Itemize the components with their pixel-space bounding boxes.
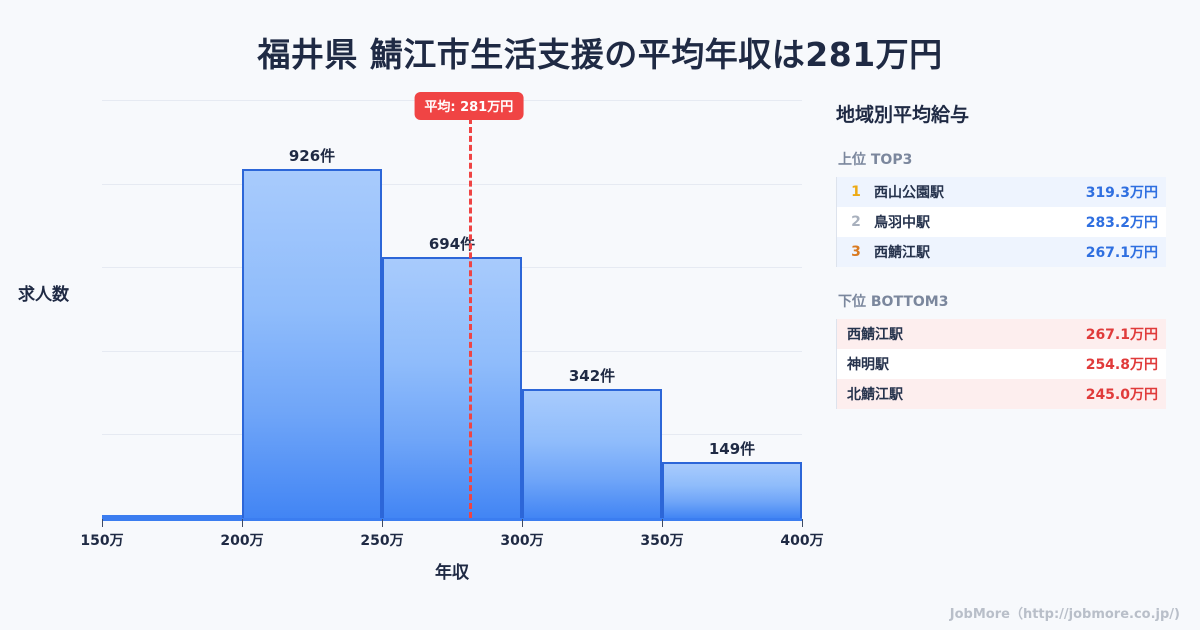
histogram-chart: 求人数 年収 926件 694件 342件 149件 150万 200万 250万 300万 3… bbox=[0, 90, 824, 590]
y-axis-title: 求人数 bbox=[18, 285, 69, 305]
bar-value-label: 342件 bbox=[568, 367, 616, 386]
x-axis-tick-label: 300万 bbox=[500, 533, 544, 549]
bottom3-section-label: 下位 BOTTOM3 bbox=[838, 294, 949, 310]
bar[interactable] bbox=[102, 515, 242, 518]
footer-attribution: JobMore（http://jobmore.co.jp/) bbox=[949, 607, 1180, 622]
x-axis-tick-label: 200万 bbox=[220, 533, 264, 549]
bar[interactable] bbox=[382, 256, 522, 518]
gridline bbox=[102, 183, 802, 185]
bottom3-row[interactable]: 西鯖江駅 267.1万円 bbox=[837, 319, 1166, 349]
salary-value: 283.2万円 bbox=[1085, 215, 1158, 231]
station-name: 西鯖江駅 bbox=[874, 245, 930, 261]
x-axis-tick-label: 400万 bbox=[780, 533, 824, 549]
station-name: 北鯖江駅 bbox=[847, 387, 903, 403]
average-line bbox=[468, 118, 472, 518]
x-axis-tick bbox=[522, 519, 523, 527]
x-axis-tick bbox=[382, 519, 383, 527]
x-axis-tick bbox=[242, 519, 243, 527]
bottom3-row[interactable]: 神明駅 254.8万円 bbox=[837, 349, 1166, 379]
rank-number: 2 bbox=[851, 214, 861, 230]
bar-value-label: 149件 bbox=[708, 439, 756, 458]
top3-row[interactable]: 1 西山公園駅 319.3万円 bbox=[837, 177, 1166, 207]
station-name: 西鯖江駅 bbox=[847, 327, 903, 343]
station-name: 神明駅 bbox=[847, 357, 889, 373]
bottom3-table: 西鯖江駅 267.1万円神明駅 254.8万円北鯖江駅 245.0万円 bbox=[836, 319, 1166, 409]
x-axis-tick bbox=[662, 519, 663, 527]
rank-number: 3 bbox=[851, 244, 861, 260]
bottom3-row[interactable]: 北鯖江駅 245.0万円 bbox=[837, 379, 1166, 409]
bar[interactable] bbox=[242, 169, 382, 518]
page-title: 福井県 鯖江市生活支援の平均年収は281万円 bbox=[257, 35, 943, 74]
bar[interactable] bbox=[662, 461, 802, 518]
region-salary-sidebar: 地域別平均給与 上位 TOP3 1 西山公園駅 319.3万円 2 鳥羽中駅 283.2万… bbox=[836, 100, 1166, 433]
salary-value: 267.1万円 bbox=[1085, 327, 1158, 343]
station-name: 西山公園駅 bbox=[874, 185, 944, 201]
average-badge: 平均: 281万円 bbox=[414, 92, 524, 120]
bar-value-label: 926件 bbox=[288, 147, 336, 166]
rank-number: 1 bbox=[851, 184, 861, 200]
x-axis-tick bbox=[802, 519, 803, 527]
x-axis-baseline bbox=[102, 518, 802, 521]
salary-value: 245.0万円 bbox=[1085, 387, 1158, 403]
station-name: 鳥羽中駅 bbox=[874, 215, 930, 231]
x-axis-title: 年収 bbox=[435, 563, 469, 583]
salary-value: 319.3万円 bbox=[1085, 185, 1158, 201]
top3-row[interactable]: 3 西鯖江駅 267.1万円 bbox=[837, 237, 1166, 267]
top3-table: 1 西山公園駅 319.3万円 2 鳥羽中駅 283.2万円 3 西鯖江駅 267.1万円 bbox=[836, 177, 1166, 267]
top3-section-label: 上位 TOP3 bbox=[838, 152, 913, 168]
sidebar-title: 地域別平均給与 bbox=[836, 104, 970, 126]
x-axis-tick bbox=[102, 519, 103, 527]
bar-value-label: 694件 bbox=[428, 234, 476, 253]
salary-value: 254.8万円 bbox=[1085, 357, 1158, 373]
x-axis-tick-label: 250万 bbox=[360, 533, 404, 549]
top3-row[interactable]: 2 鳥羽中駅 283.2万円 bbox=[837, 207, 1166, 237]
plot-area: 926件 694件 342件 149件 150万 200万 250万 300万 350万 400万… bbox=[80, 92, 824, 549]
salary-value: 267.1万円 bbox=[1085, 245, 1158, 261]
x-axis-tick-label: 350万 bbox=[640, 533, 684, 549]
x-axis-tick-label: 150万 bbox=[80, 533, 124, 549]
bar[interactable] bbox=[522, 389, 662, 518]
